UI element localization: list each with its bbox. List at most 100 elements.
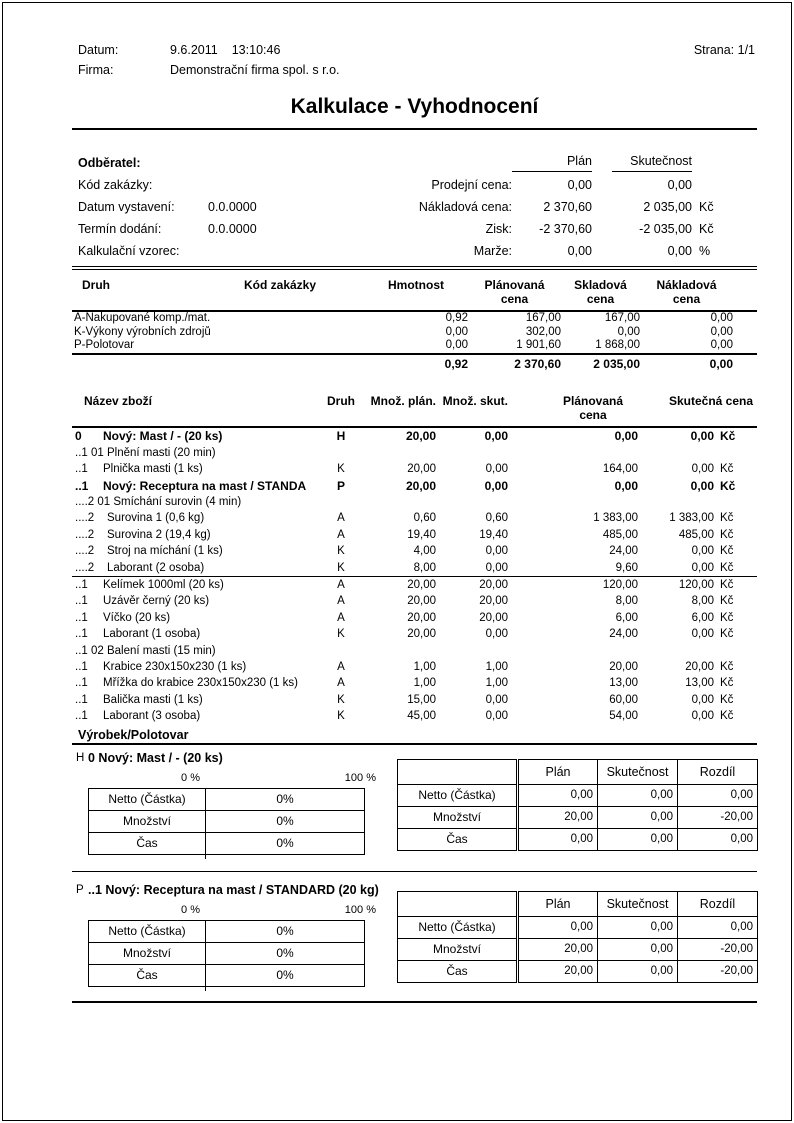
metric-row: Nákladová cena: 2 370,60 2 035,00 Kč (418, 200, 714, 214)
item-row: ..1 Laborant (3 osoba) K 45,00 0,00 54,00… (75, 710, 734, 723)
gauge-table: Netto (Částka) 0% Množství 0% Čas 0% (88, 787, 365, 855)
item-row: ..1 Plnička masti (1 ks) K 20,00 0,00 164… (75, 463, 734, 476)
table-total-row: 0,92 2 370,60 2 035,00 0,00 (72, 352, 757, 376)
date-label: Datum: (78, 43, 119, 57)
report-header: Datum: 9.6.2011 13:10:46 Strana: 1/1 Firm… (72, 0, 757, 130)
final-rule (72, 1000, 757, 1003)
items-table: Název zboží Druh Množ. plán. Množ. skut.… (72, 391, 758, 724)
date-value: 9.6.2011 13:10:46 (170, 43, 281, 57)
gauge-row: Množství 0% (88, 941, 365, 965)
item-row: ..1 Laborant (1 osoba) K 20,00 0,00 24,00… (75, 628, 734, 641)
gauge-table: Netto (Částka) 0% Množství 0% Čas 0% (88, 919, 365, 987)
summary-field: Datum vystavení: 0.0.0000 (78, 200, 257, 214)
title-rule (72, 128, 757, 130)
col-kod-zakazky: Kód zakázky (244, 274, 364, 312)
col-hmotnost: Hmotnost (364, 274, 468, 312)
company-label: Firma: (78, 63, 114, 77)
vyrobek-block-p: P ..1 Nový: Receptura na mast / STANDARD… (72, 882, 758, 991)
stats-row: Množství 20,00 0,00 -20,00 (397, 937, 758, 961)
stats-row: Netto (Částka) 0,00 0,00 0,00 (397, 783, 758, 807)
item-row: ..1 Nový: Receptura na mast / STANDA P 20… (75, 478, 736, 493)
stats-header-row: Plán Skutečnost Rozdíl (397, 758, 758, 785)
stats-header-row: Plán Skutečnost Rozdíl (397, 890, 758, 917)
item-row: ..1 Víčko (20 ks) A 20,00 20,00 6,00 6,00… (75, 611, 734, 624)
table-row: K-Výkony výrobních zdrojů 0,00 302,00 0,… (74, 325, 733, 338)
gauge-max-label: 100 % (344, 903, 376, 916)
item-group-row: ..1 02 Balení masti (15 min) (75, 644, 216, 657)
summary-field: Termín dodání: 0.0.0000 (78, 222, 257, 236)
gauge-max-label: 100 % (344, 771, 376, 784)
block-code: H (76, 751, 85, 764)
table-header-row: Druh Kód zakázky Hmotnost Plánovaná cena… (72, 274, 757, 312)
gauge-row: Netto (Částka) 0% (88, 919, 365, 943)
stats-row: Množství 20,00 0,00 -20,00 (397, 805, 758, 829)
vyrobek-block-h: H 0 Nový: Mast / - (20 ks) 0 % 100 % Net… (72, 750, 758, 859)
block-title: ..1 Nový: Receptura na mast / STANDARD (… (88, 882, 379, 897)
item-row: ..1 Balička masti (1 ks) K 15,00 0,00 60,… (75, 693, 734, 706)
company-row: Firma: Demonstrační firma spol. s r.o. (72, 60, 757, 80)
block-code: P (76, 883, 84, 896)
plan-column-header: Plán (512, 152, 592, 172)
gauge-tick (205, 854, 206, 859)
date-row: Datum: 9.6.2011 13:10:46 Strana: 1/1 (72, 40, 757, 60)
skutecnost-column-header: Skutečnost (612, 152, 692, 172)
stats-row: Čas 0,00 0,00 0,00 (397, 827, 758, 851)
gauge-row: Množství 0% (88, 809, 365, 833)
vyrobek-rule (72, 742, 757, 745)
table-header-row: Název zboží Druh Množ. plán. Množ. skut.… (72, 391, 758, 429)
item-row: ....2 Surovina 2 (19,4 kg) A 19,40 19,40 … (75, 528, 734, 541)
summary-section: Odběratel: Kód zakázky: Datum vystavení:… (72, 152, 757, 262)
gauge-min-label: 0 % (181, 903, 200, 916)
table-row: A-Nakupované komp./mat. 0,92 167,00 167,… (74, 312, 733, 324)
item-row: 0 Nový: Mast / - (20 ks) H 20,00 0,00 0,0… (75, 429, 736, 444)
company-value: Demonstrační firma spol. s r.o. (170, 63, 340, 77)
metric-row: Zisk: -2 370,60 -2 035,00 Kč (485, 222, 714, 236)
item-row: ....2 Stroj na míchání (1 ks) K 4,00 0,00… (75, 545, 734, 558)
metric-row: Marže: 0,00 0,00 % (473, 244, 711, 258)
customer-label: Odběratel: (78, 156, 141, 170)
gauge-row: Čas 0% (88, 831, 365, 855)
report-title: Kalkulace - Vyhodnocení (290, 95, 539, 118)
item-row: ....2 Laborant (2 osoba) K 8,00 0,00 9,60… (72, 559, 758, 578)
table-row: P-Polotovar 0,00 1 901,60 1 868,00 0,00 (74, 339, 733, 352)
summary-left: Odběratel: Kód zakázky: Datum vystavení:… (72, 152, 382, 262)
gauge-tick (205, 986, 206, 991)
gauge-row: Netto (Částka) 0% (88, 787, 365, 811)
plan-skut-rozdil-table: Plán Skutečnost Rozdíl Netto (Částka) 0,… (397, 758, 758, 859)
item-row: ..1 Mřížka do krabice 230x150x230 (1 ks) … (75, 677, 734, 690)
col-druh: Druh (72, 274, 244, 312)
block-title: 0 Nový: Mast / - (20 ks) (88, 750, 223, 765)
page-number: Strana: 1/1 (693, 43, 755, 57)
col-mnoz-plan: Množ. plán. (360, 391, 436, 429)
summary-field: Kód zakázky: (78, 178, 153, 192)
summary-right: Plán Skutečnost Prodejní cena: 0,00 0,00… (382, 152, 718, 262)
gauge-min-label: 0 % (181, 771, 200, 784)
stats-row: Čas 20,00 0,00 -20,00 (397, 959, 758, 983)
col-nakladova-cena: Nákladová cena (640, 274, 733, 312)
report-content: Datum: 9.6.2011 13:10:46 Strana: 1/1 Firm… (72, 0, 758, 1003)
item-row: ....2 Surovina 1 (0,6 kg) A 0,60 0,60 1 3… (75, 512, 734, 525)
summary-field: Kalkulační vzorec: (78, 244, 180, 258)
druh-summary-table: Druh Kód zakázky Hmotnost Plánovaná cena… (72, 274, 757, 376)
progress-gauge: 0 % 100 % Netto (Částka) 0% Množství 0% Ča… (88, 770, 376, 859)
item-row: ..1 Krabice 230x150x230 (1 ks) A 1,00 1,0… (75, 661, 734, 674)
section-divider-double (72, 266, 757, 270)
col-mnoz-skut: Množ. skut. (436, 391, 508, 429)
col-nazev-zbozi: Název zboží (72, 391, 322, 429)
col-druh: Druh (322, 391, 360, 429)
metric-row: Prodejní cena: 0,00 0,00 (431, 178, 692, 192)
plan-skut-header: Plán Skutečnost (382, 152, 718, 172)
block-divider (72, 870, 757, 872)
gauge-row: Čas 0% (88, 963, 365, 987)
stats-row: Netto (Částka) 0,00 0,00 0,00 (397, 915, 758, 939)
item-row: ..1 Kelímek 1000ml (20 ks) A 20,00 20,00 … (75, 579, 734, 592)
col-skutecna-cena: Skutečná cena (638, 391, 758, 429)
col-planovana-cena: Plánovaná cena (508, 391, 638, 429)
plan-skut-rozdil-table: Plán Skutečnost Rozdíl Netto (Částka) 0,… (397, 890, 758, 991)
progress-gauge: 0 % 100 % Netto (Částka) 0% Množství 0% Ča… (88, 902, 376, 991)
col-planovana-cena: Plánovaná cena (468, 274, 561, 312)
item-group-row: ....2 01 Smíchání surovin (4 min) (75, 496, 242, 508)
item-row: ..1 Uzávěr černý (20 ks) A 20,00 20,00 8,… (75, 595, 734, 608)
col-skladova-cena: Skladová cena (561, 274, 640, 312)
